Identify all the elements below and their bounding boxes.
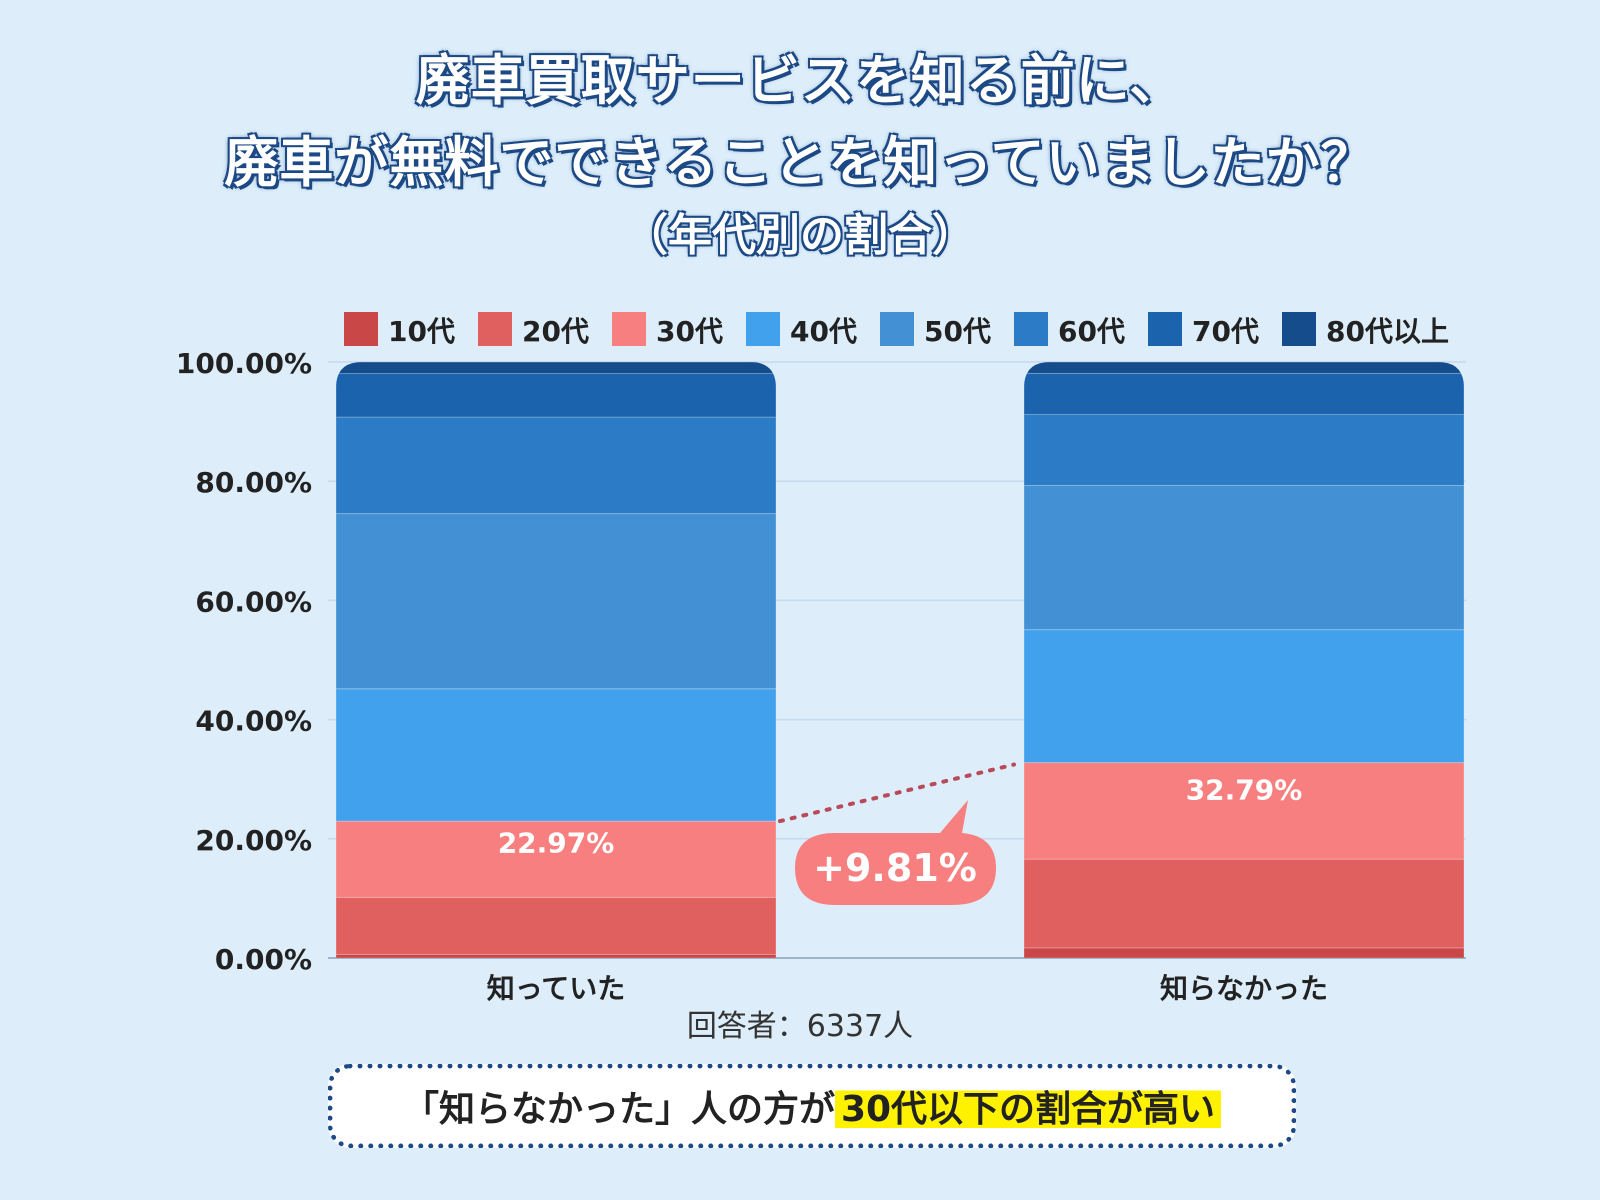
bar-segment: [336, 416, 776, 515]
bar-segment: [1024, 372, 1464, 416]
bar-segment: [1024, 414, 1464, 486]
bar-segment: [336, 953, 776, 958]
legend-swatch: [344, 312, 378, 346]
bar-segment: [336, 513, 776, 690]
legend-swatch: [746, 312, 780, 346]
conclusion-text: 「知らなかった」人の方が: [402, 1089, 835, 1130]
difference-callout: [795, 800, 996, 905]
bar-stack: [1024, 362, 1464, 958]
legend-swatch: [1014, 312, 1048, 346]
y-tick-label: 100.00%: [176, 347, 312, 380]
bar-segment: [1024, 362, 1464, 374]
legend-label: 80代以上: [1326, 315, 1449, 348]
data-label: 32.79%: [1186, 774, 1303, 807]
y-tick-label: 40.00%: [195, 705, 312, 738]
title-line-1: 廃車買取サービスを知る前に、: [415, 48, 1185, 113]
legend-label: 30代: [656, 315, 723, 348]
bar-segment: [1024, 947, 1464, 958]
legend-label: 60代: [1058, 315, 1125, 348]
y-tick-label: 0.00%: [215, 943, 312, 976]
bar-segment: [336, 820, 776, 898]
bar-segment: [336, 896, 776, 955]
title-subtitle: （年代別の割合）: [623, 209, 977, 262]
legend-label: 20代: [522, 315, 589, 348]
difference-connector: [778, 762, 1016, 824]
bar-segment: [336, 373, 776, 418]
bar-segment: [336, 362, 776, 375]
legend-swatch: [1282, 312, 1316, 346]
legend-label: 10代: [388, 315, 455, 348]
conclusion-highlight: 30代以下の割合が高い: [834, 1080, 1222, 1132]
legend-swatch: [478, 312, 512, 346]
bar-segment: [1024, 484, 1464, 631]
x-tick-label: 知らなかった: [1160, 972, 1328, 1005]
legend-label: 50代: [924, 315, 991, 348]
legend-swatch: [1148, 312, 1182, 346]
bar-segment: [336, 688, 776, 822]
y-tick-label: 60.00%: [195, 585, 312, 618]
x-tick-label: 知っていた: [487, 972, 626, 1005]
bar-segment: [1024, 629, 1464, 764]
legend-label: 70代: [1192, 315, 1259, 348]
y-tick-label: 80.00%: [195, 466, 312, 499]
difference-label: +9.81%: [813, 846, 977, 890]
title-line-2: 廃車が無料でできることを知っていましたか？: [223, 130, 1376, 195]
legend-swatch: [880, 312, 914, 346]
respondents-note: 回答者：6337人: [687, 1009, 913, 1044]
bar-segment: [1024, 858, 1464, 949]
conclusion-box: 「知らなかった」人の方が 30代以下の割合が高い: [328, 1064, 1296, 1148]
y-tick-label: 20.00%: [195, 824, 312, 857]
legend-label: 40代: [790, 315, 857, 348]
legend-swatch: [612, 312, 646, 346]
data-label: 22.97%: [498, 826, 615, 859]
bar-stack: [336, 362, 776, 958]
chart-title: 廃車買取サービスを知る前に、 廃車が無料でできることを知っていましたか？ （年代…: [0, 40, 1600, 268]
